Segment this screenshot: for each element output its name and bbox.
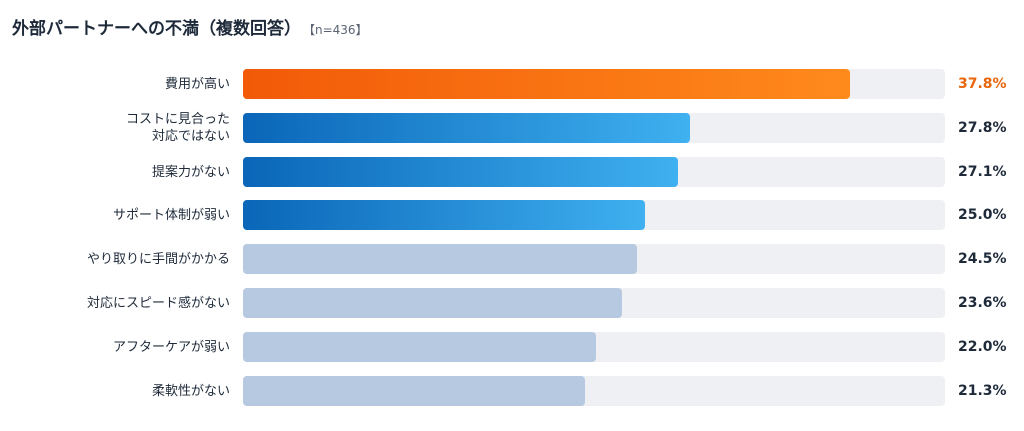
category-label: 対応にスピード感がない [86, 295, 230, 311]
chart-title-text: 外部パートナーへの不満（複数回答） [12, 19, 301, 39]
bar-row: やり取りに手間がかかる 24.5% [0, 244, 1024, 274]
category-label: サポート体制が弱い [112, 207, 230, 223]
bar [243, 200, 645, 230]
bar-row: 提案力がない 27.1% [0, 157, 1024, 187]
value-label: 23.6% [958, 295, 1007, 311]
bar-row: 対応にスピード感がない 23.6% [0, 288, 1024, 318]
category-label: 柔軟性がない [151, 383, 230, 399]
value-label: 22.0% [958, 339, 1007, 355]
bar-row: 費用が高い 37.8% [0, 69, 1024, 99]
bar [243, 69, 850, 99]
category-label: やり取りに手間がかかる [86, 251, 230, 267]
bar [243, 332, 596, 362]
bar [243, 376, 585, 406]
value-label: 25.0% [958, 207, 1007, 223]
category-label: 費用が高い [164, 76, 230, 92]
bar-row: 柔軟性がない 21.3% [0, 376, 1024, 406]
category-label: 提案力がない [151, 164, 230, 180]
chart-title: 外部パートナーへの不満（複数回答） 【n=436】 [12, 14, 368, 39]
category-label: コストに見合った 対応ではない [125, 112, 230, 144]
value-label: 27.1% [958, 164, 1007, 180]
bar [243, 288, 622, 318]
value-label: 27.8% [958, 120, 1007, 136]
bar-row: サポート体制が弱い 25.0% [0, 200, 1024, 230]
sample-size-note: 【n=436】 [309, 23, 368, 37]
bar-row: コストに見合った 対応ではない 27.8% [0, 112, 1024, 144]
bar [243, 244, 637, 274]
value-label: 21.3% [958, 383, 1007, 399]
bar [243, 113, 690, 143]
bar [243, 157, 678, 187]
bar-row: アフターケアが弱い 22.0% [0, 332, 1024, 362]
value-label: 24.5% [958, 251, 1007, 267]
value-label: 37.8% [958, 76, 1007, 92]
category-label: アフターケアが弱い [112, 339, 230, 355]
